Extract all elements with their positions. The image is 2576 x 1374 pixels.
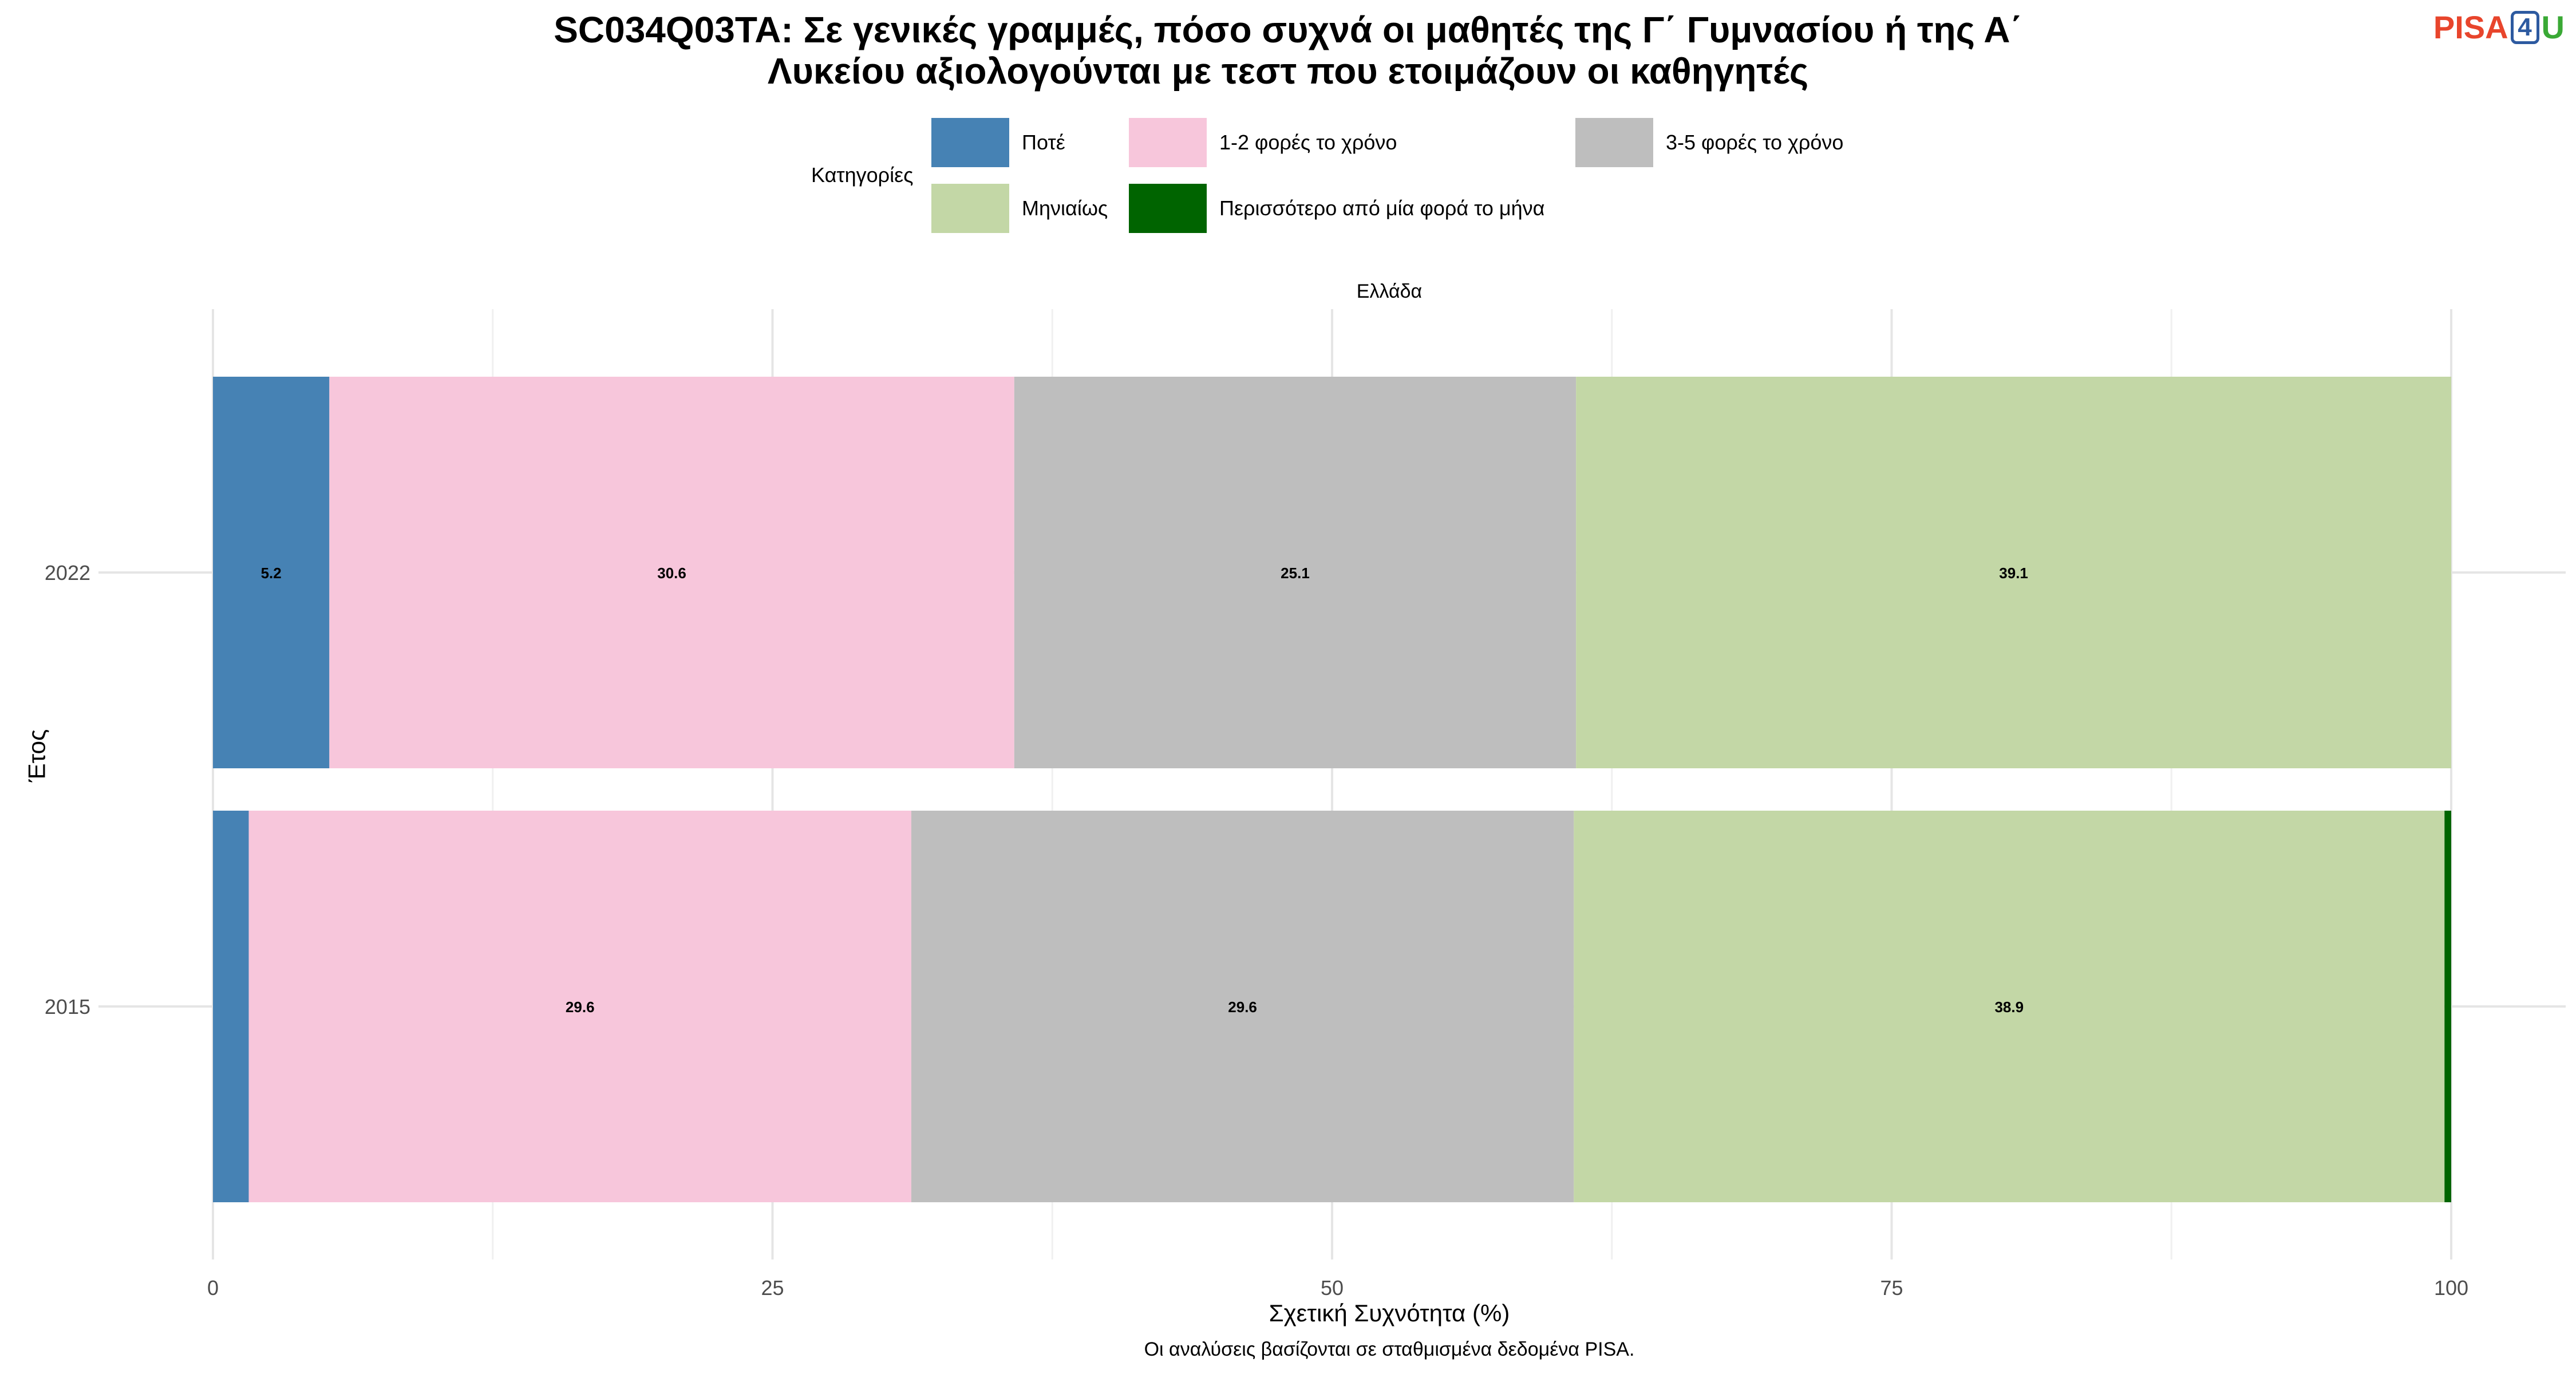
x-tick-label: 25 <box>761 1276 784 1300</box>
legend-item: 3-5 φορές το χρόνο <box>1575 117 1843 168</box>
legend-item: Ποτέ <box>931 117 1065 168</box>
bar-segment <box>2444 811 2451 1202</box>
x-tick-label: 0 <box>207 1276 219 1300</box>
bar-segment <box>213 811 249 1202</box>
bar-segment <box>1576 377 2451 768</box>
chart-title-line-2: Λυκείου αξιολογούνται με τεστ που ετοιμά… <box>767 50 1809 92</box>
legend-label: Μηνιαίως <box>1022 196 1108 220</box>
data-label: 5.2 <box>261 564 282 582</box>
y-tick-label: 2022 <box>45 561 90 585</box>
x-tick-label: 75 <box>1880 1276 1903 1300</box>
legend-swatch <box>931 184 1009 233</box>
legend-item: Μηνιαίως <box>931 183 1108 234</box>
data-label: 30.6 <box>657 564 686 582</box>
legend-label: Περισσότερο από μία φορά το μήνα <box>1219 196 1545 220</box>
logo-text-u: U <box>2541 9 2565 45</box>
chart-title-line-1: SC034Q03TA: Σε γενικές γραμμές, πόσο συχ… <box>554 9 2022 50</box>
legend-label: Ποτέ <box>1022 131 1065 154</box>
bar-segment <box>213 377 330 768</box>
legend-swatch <box>1129 184 1207 233</box>
x-axis-title: Σχετική Συχνότητα (%) <box>1269 1300 1510 1326</box>
bar-segment <box>248 811 911 1202</box>
legend-item: Περισσότερο από μία φορά το μήνα <box>1129 183 1544 234</box>
data-label: 29.6 <box>1228 998 1257 1016</box>
legend-label: 1-2 φορές το χρόνο <box>1219 131 1397 154</box>
bar-segment <box>1014 377 1577 768</box>
bar-segment <box>329 377 1014 768</box>
data-label: 39.1 <box>1999 564 2028 582</box>
data-label: 25.1 <box>1281 564 1310 582</box>
y-tick-label: 2015 <box>45 995 90 1018</box>
logo-text-four: 4 <box>2510 11 2539 44</box>
facet-label: Ελλάδα <box>1356 281 1423 302</box>
legend-label: 3-5 φορές το χρόνο <box>1666 131 1844 154</box>
legend-title: Κατηγορίες <box>811 163 914 187</box>
logo-text-pisa: PISA <box>2433 9 2508 45</box>
legend-item: 1-2 φορές το χρόνο <box>1129 117 1397 168</box>
x-tick-label: 50 <box>1321 1276 1344 1300</box>
x-tick-label: 100 <box>2434 1276 2468 1300</box>
legend-swatch <box>931 118 1009 167</box>
legend-swatch <box>1575 118 1653 167</box>
bar-segment <box>1574 811 2445 1202</box>
data-label: 38.9 <box>1994 998 2024 1016</box>
legend-swatch <box>1129 118 1207 167</box>
chart-caption: Οι αναλύσεις βασίζονται σε σταθμισμένα δ… <box>1144 1339 1635 1360</box>
pisa4u-logo: PISA 4 U <box>2433 9 2565 46</box>
y-axis-title: Έτος <box>23 729 50 783</box>
data-label: 29.6 <box>566 998 595 1016</box>
bar-segment <box>911 811 1574 1202</box>
